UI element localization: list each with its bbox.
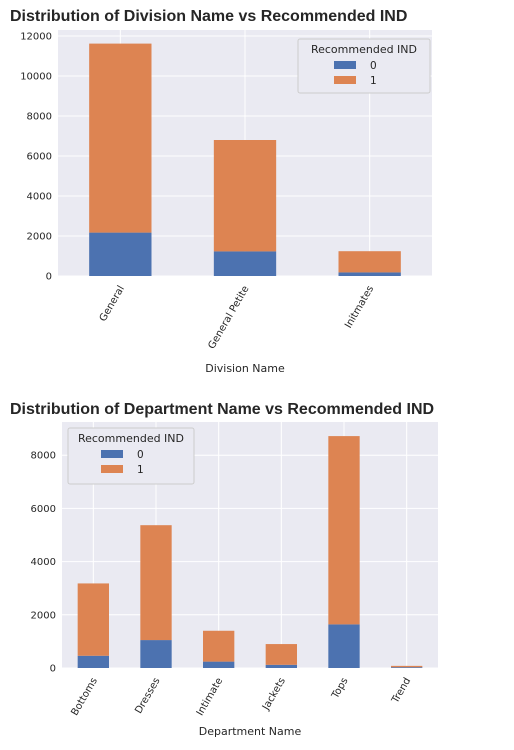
y-tick-label: 10000 <box>20 72 52 83</box>
x-tick-label: Jackets <box>260 676 288 713</box>
y-tick-label: 2000 <box>31 610 56 621</box>
bar-tops-series-1 <box>328 436 360 625</box>
y-tick-label: 0 <box>46 272 52 283</box>
x-tick-label: Intimate <box>195 676 225 718</box>
bar-dresses-series-0 <box>140 640 172 668</box>
x-axis-label: Department Name <box>199 725 302 738</box>
bar-initmates-series-1 <box>338 251 401 273</box>
legend-label-series-1: 1 <box>370 75 377 87</box>
x-axis-label: Division Name <box>205 362 285 375</box>
bar-trend-series-1 <box>391 665 423 668</box>
legend-label-series-1: 1 <box>137 464 144 476</box>
bar-intimate-series-0 <box>203 661 235 668</box>
bar-dresses-series-1 <box>140 525 172 641</box>
y-tick-label: 8000 <box>31 451 56 462</box>
bar-general-series-1 <box>89 43 152 233</box>
legend-label-series-0: 0 <box>370 60 377 72</box>
legend-swatch-series-0 <box>101 450 123 458</box>
legend-swatch-series-0 <box>334 61 356 69</box>
chart-title-department: Distribution of Department Name vs Recom… <box>10 401 435 418</box>
y-tick-label: 12000 <box>20 32 52 43</box>
x-tick-label: Dresses <box>133 676 162 716</box>
x-tick-label: Tops <box>330 676 351 701</box>
bar-initmates-series-0 <box>338 272 401 276</box>
legend-box <box>67 427 195 485</box>
bar-bottoms-series-1 <box>77 583 109 656</box>
y-tick-label: 8000 <box>27 112 52 123</box>
legend-swatch-series-1 <box>101 465 123 473</box>
y-tick-label: 4000 <box>27 192 52 203</box>
x-tick-label: Bottoms <box>69 676 99 718</box>
legend-swatch-series-1 <box>334 76 356 84</box>
legend-box <box>297 38 431 94</box>
bar-intimate-series-1 <box>203 630 235 662</box>
y-tick-label: 6000 <box>27 152 52 163</box>
legend-label-series-0: 0 <box>137 449 144 461</box>
legend-title: Recommended IND <box>311 43 417 56</box>
bar-jackets-series-1 <box>265 644 297 665</box>
bar-general-petite-series-1 <box>213 140 277 252</box>
chart-title-division: Distribution of Division Name vs Recomme… <box>10 8 408 25</box>
x-tick-label: Trend <box>390 676 414 706</box>
bar-tops-series-0 <box>328 624 360 668</box>
y-tick-label: 0 <box>50 664 56 675</box>
y-tick-label: 6000 <box>31 504 56 515</box>
bar-general-petite-series-0 <box>213 251 277 276</box>
legend-title: Recommended IND <box>78 432 184 445</box>
y-tick-label: 4000 <box>31 557 56 568</box>
bar-jackets-series-0 <box>265 664 297 668</box>
bar-general-series-0 <box>89 232 152 276</box>
bar-trend-series-0 <box>391 667 423 668</box>
bar-bottoms-series-0 <box>77 655 109 668</box>
y-tick-label: 2000 <box>27 232 52 243</box>
